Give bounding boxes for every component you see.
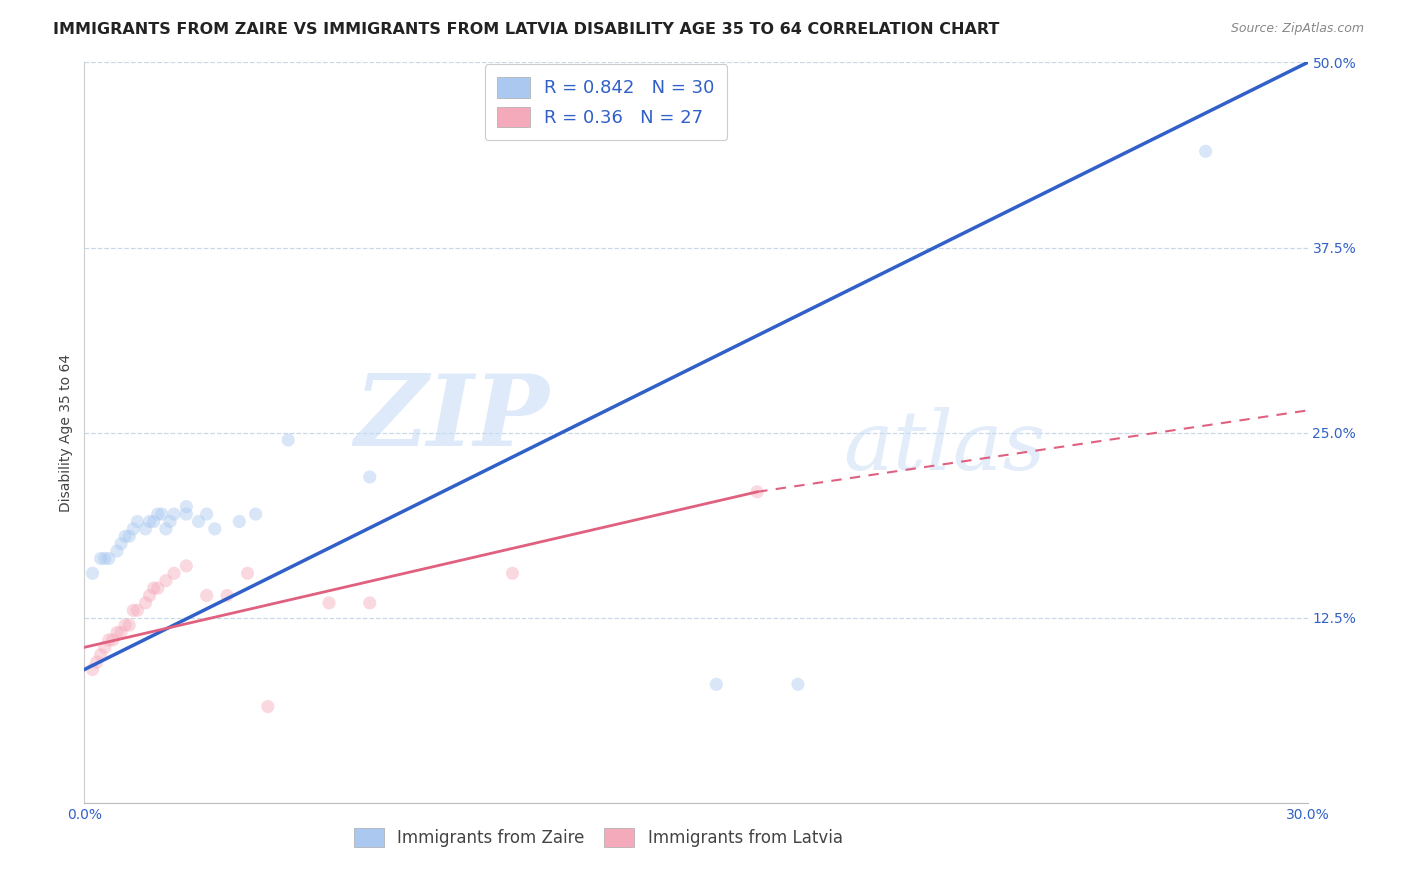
- Point: [502, 566, 524, 581]
- Point: [195, 507, 218, 521]
- Point: [217, 589, 239, 603]
- Text: ZIP: ZIP: [354, 369, 550, 466]
- Point: [163, 507, 186, 521]
- Point: [122, 522, 145, 536]
- Y-axis label: Disability Age 35 to 64: Disability Age 35 to 64: [59, 353, 73, 512]
- Point: [163, 566, 186, 581]
- Point: [90, 648, 112, 662]
- Point: [97, 551, 120, 566]
- Point: [127, 603, 149, 617]
- Point: [146, 507, 169, 521]
- Point: [105, 544, 128, 558]
- Point: [318, 596, 340, 610]
- Point: [142, 581, 165, 595]
- Point: [93, 640, 115, 655]
- Point: [359, 470, 381, 484]
- Point: [150, 507, 173, 521]
- Point: [93, 551, 115, 566]
- Point: [122, 603, 145, 617]
- Point: [101, 632, 124, 647]
- Point: [118, 618, 141, 632]
- Point: [146, 581, 169, 595]
- Point: [204, 522, 226, 536]
- Point: [174, 500, 197, 514]
- Point: [155, 574, 177, 588]
- Point: [110, 625, 132, 640]
- Point: [747, 484, 769, 499]
- Point: [105, 625, 128, 640]
- Point: [174, 507, 197, 521]
- Text: Source: ZipAtlas.com: Source: ZipAtlas.com: [1230, 22, 1364, 36]
- Point: [97, 632, 120, 647]
- Point: [159, 515, 181, 529]
- Point: [86, 655, 108, 669]
- Point: [228, 515, 250, 529]
- Point: [359, 596, 381, 610]
- Point: [110, 536, 132, 550]
- Point: [90, 551, 112, 566]
- Point: [155, 522, 177, 536]
- Point: [127, 515, 149, 529]
- Point: [277, 433, 299, 447]
- Point: [257, 699, 280, 714]
- Point: [82, 566, 104, 581]
- Point: [706, 677, 728, 691]
- Legend: Immigrants from Zaire, Immigrants from Latvia: Immigrants from Zaire, Immigrants from L…: [347, 822, 849, 854]
- Point: [118, 529, 141, 543]
- Point: [174, 558, 197, 573]
- Point: [135, 596, 157, 610]
- Point: [187, 515, 209, 529]
- Point: [245, 507, 267, 521]
- Point: [135, 522, 157, 536]
- Point: [142, 515, 165, 529]
- Text: atlas: atlas: [842, 408, 1045, 487]
- Point: [787, 677, 810, 691]
- Point: [138, 589, 160, 603]
- Point: [236, 566, 259, 581]
- Point: [114, 618, 136, 632]
- Point: [114, 529, 136, 543]
- Text: IMMIGRANTS FROM ZAIRE VS IMMIGRANTS FROM LATVIA DISABILITY AGE 35 TO 64 CORRELAT: IMMIGRANTS FROM ZAIRE VS IMMIGRANTS FROM…: [53, 22, 1000, 37]
- Point: [1195, 145, 1218, 159]
- Point: [82, 663, 104, 677]
- Point: [138, 515, 160, 529]
- Point: [195, 589, 218, 603]
